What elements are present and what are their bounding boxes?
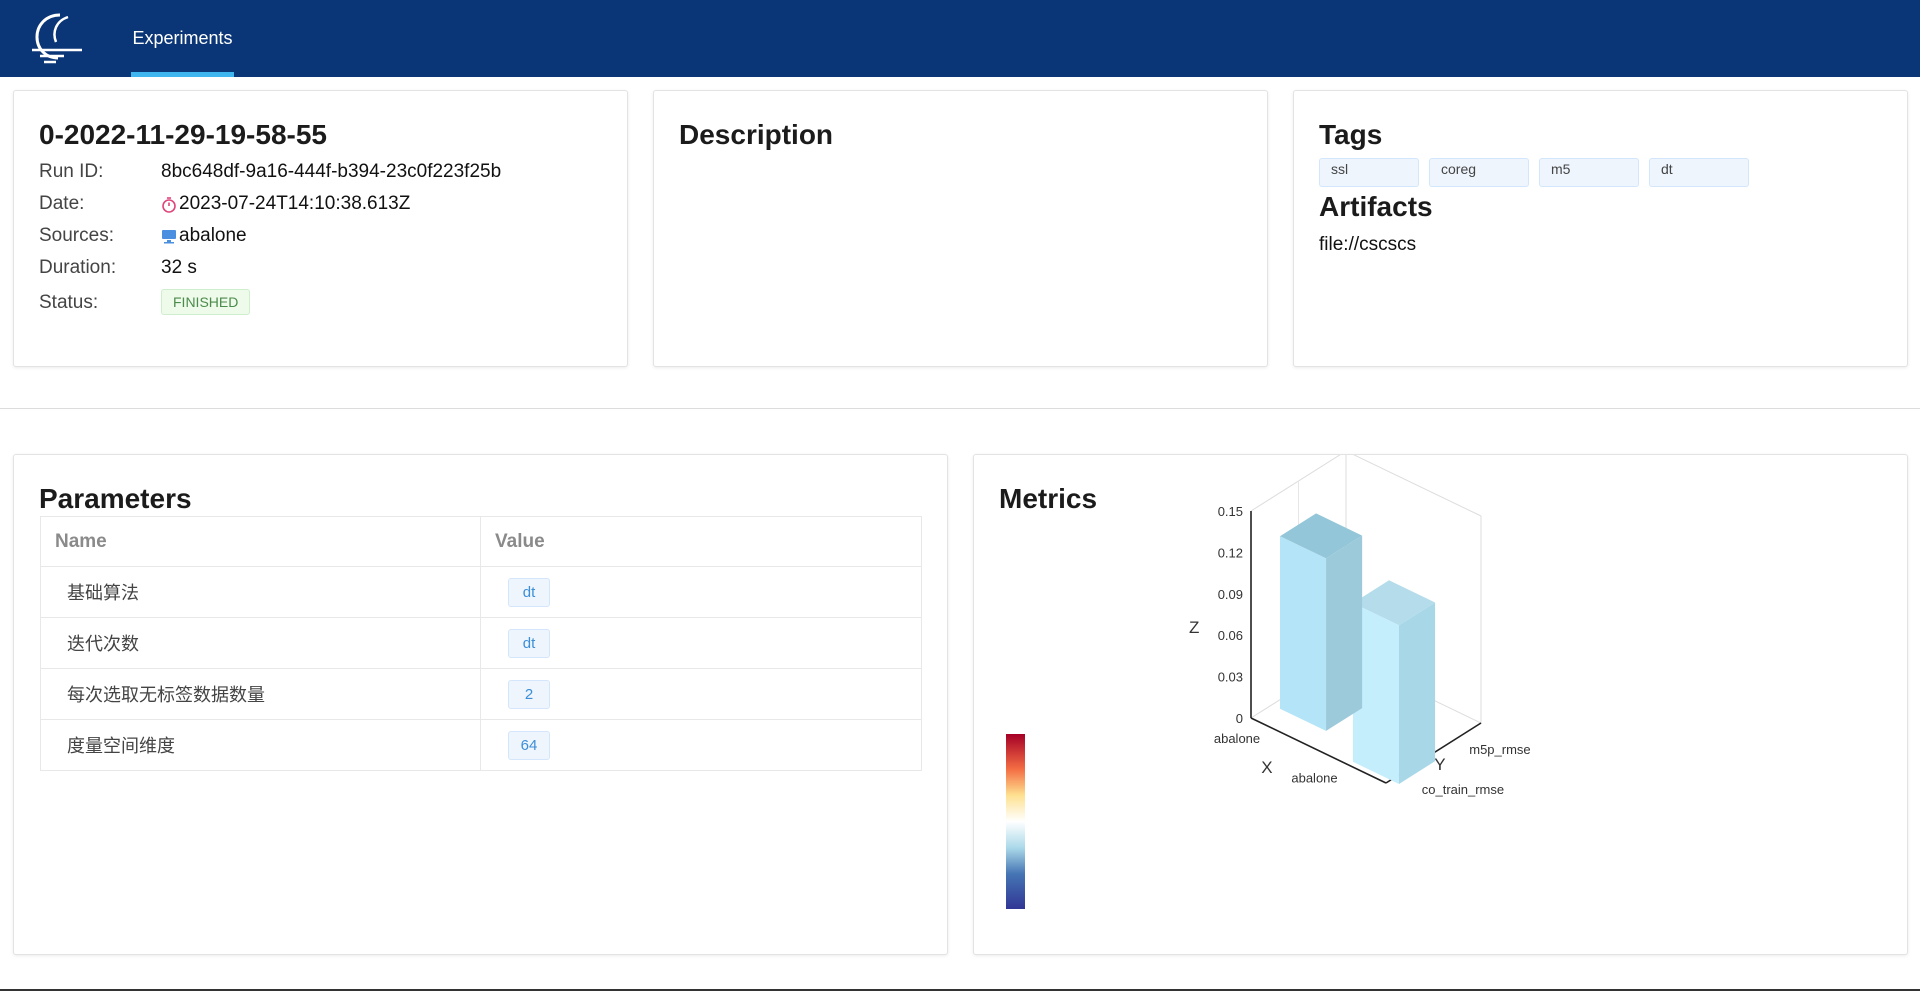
stopwatch-icon bbox=[162, 196, 176, 213]
tags-artifacts-card: Tags ssl coreg m5 dt Artifacts file://cs… bbox=[1293, 90, 1908, 367]
bar-front-face bbox=[1280, 536, 1327, 731]
y-axis-tick-label: co_train_rmse bbox=[1422, 782, 1504, 797]
metrics-3d-chart[interactable]: 00.030.060.090.120.15ZabaloneabaloneXco_… bbox=[974, 455, 1909, 956]
top-navbar: Experiments bbox=[0, 0, 1920, 77]
bar-top-face bbox=[1280, 513, 1363, 559]
x-axis-tick-label: abalone bbox=[1214, 731, 1260, 746]
param-name: 度量空间维度 bbox=[40, 719, 481, 771]
bar-top-face bbox=[1352, 580, 1436, 626]
status-value-wrap: FINISHED bbox=[161, 289, 251, 315]
column-header-value: Value bbox=[480, 516, 922, 567]
tags-title: Tags bbox=[1319, 119, 1383, 150]
computer-icon bbox=[162, 230, 176, 244]
param-value-badge: dt bbox=[508, 577, 550, 607]
table-row: 度量空间维度 64 bbox=[40, 719, 922, 771]
run-title: 0-2022-11-29-19-58-55 bbox=[39, 119, 327, 150]
app-logo-icon[interactable] bbox=[28, 12, 84, 64]
status-label: Status: bbox=[39, 292, 99, 313]
duration-label: Duration: bbox=[39, 257, 117, 278]
bottom-border bbox=[0, 989, 1920, 991]
description-card: Description bbox=[653, 90, 1268, 367]
bar-side-face bbox=[1326, 535, 1363, 731]
z-axis-tick-label: 0.06 bbox=[1218, 628, 1243, 643]
param-name: 基础算法 bbox=[40, 566, 481, 618]
run-id-label: Run ID: bbox=[39, 161, 104, 182]
tag-item[interactable]: m5 bbox=[1539, 158, 1639, 187]
date-label: Date: bbox=[39, 193, 85, 214]
visual-map-colorbar[interactable] bbox=[1006, 734, 1025, 909]
y-axis-name: Y bbox=[1434, 755, 1445, 774]
y-axis-tick-label: m5p_rmse bbox=[1469, 742, 1530, 757]
section-divider bbox=[0, 408, 1920, 409]
tag-item[interactable]: ssl bbox=[1319, 158, 1419, 187]
table-row: 基础算法 dt bbox=[40, 566, 922, 618]
param-value-cell: 64 bbox=[480, 719, 922, 771]
artifact-link[interactable]: file://cscscs bbox=[1319, 234, 1417, 255]
z-axis-tick-label: 0.12 bbox=[1218, 545, 1243, 560]
sources-label: Sources: bbox=[39, 225, 114, 246]
date-value: 2023-07-24T14:10:38.613Z bbox=[179, 193, 411, 214]
param-value-badge: dt bbox=[508, 628, 550, 658]
param-value-badge: 64 bbox=[508, 730, 550, 760]
param-name: 迭代次数 bbox=[40, 617, 481, 669]
x-axis-line bbox=[1250, 717, 1387, 784]
parameters-card: Parameters Name Value 基础算法 dt 迭代次数 dt 每次… bbox=[13, 454, 948, 955]
table-row: 每次选取无标签数据数量 2 bbox=[40, 668, 922, 720]
tab-experiments[interactable]: Experiments bbox=[131, 0, 234, 77]
param-value-cell: 2 bbox=[480, 668, 922, 720]
parameters-table: Name Value 基础算法 dt 迭代次数 dt 每次选取无标签数据数量 2… bbox=[40, 516, 922, 771]
x-axis-name: X bbox=[1261, 758, 1272, 777]
chart-top-edge bbox=[1250, 455, 1482, 517]
z-axis-tick-label: 0 bbox=[1236, 711, 1243, 726]
metrics-title: Metrics bbox=[999, 483, 1098, 514]
duration-value: 32 s bbox=[161, 257, 197, 278]
parameters-title: Parameters bbox=[39, 483, 192, 514]
table-row: 迭代次数 dt bbox=[40, 617, 922, 669]
param-value-cell: dt bbox=[480, 566, 922, 618]
status-badge: FINISHED bbox=[161, 289, 251, 315]
tab-experiments-label: Experiments bbox=[132, 28, 233, 48]
tag-list: ssl coreg m5 dt bbox=[1319, 158, 1749, 187]
artifacts-title: Artifacts bbox=[1319, 191, 1433, 222]
chart-plot-area: 00.030.060.090.120.15ZabaloneabaloneXco_… bbox=[1189, 455, 1531, 797]
z-axis-tick-label: 0.03 bbox=[1218, 670, 1243, 685]
z-axis-tick-label: 0.15 bbox=[1218, 504, 1243, 519]
bar-side-face bbox=[1398, 602, 1436, 784]
z-axis-tick-label: 0.09 bbox=[1218, 587, 1243, 602]
tag-item[interactable]: coreg bbox=[1429, 158, 1529, 187]
run-id-value: 8bc648df-9a16-444f-b394-23c0f223f25b bbox=[161, 161, 502, 182]
date-value-wrap: 2023-07-24T14:10:38.613Z bbox=[161, 193, 410, 215]
param-name: 每次选取无标签数据数量 bbox=[40, 668, 481, 720]
description-title: Description bbox=[679, 119, 834, 150]
sources-value-wrap: abalone bbox=[161, 225, 247, 247]
param-value-cell: dt bbox=[480, 617, 922, 669]
x-axis-tick-label: abalone bbox=[1291, 771, 1337, 786]
z-axis-name: Z bbox=[1189, 618, 1199, 637]
sources-value[interactable]: abalone bbox=[179, 225, 247, 246]
bar-front-face bbox=[1352, 603, 1399, 784]
table-header-row: Name Value bbox=[40, 516, 922, 567]
column-header-name: Name bbox=[40, 516, 481, 567]
tag-item[interactable]: dt bbox=[1649, 158, 1749, 187]
param-value-badge: 2 bbox=[508, 679, 550, 709]
active-tab-indicator bbox=[131, 72, 234, 77]
run-info-card: 0-2022-11-29-19-58-55 Run ID: 8bc648df-9… bbox=[13, 90, 628, 367]
